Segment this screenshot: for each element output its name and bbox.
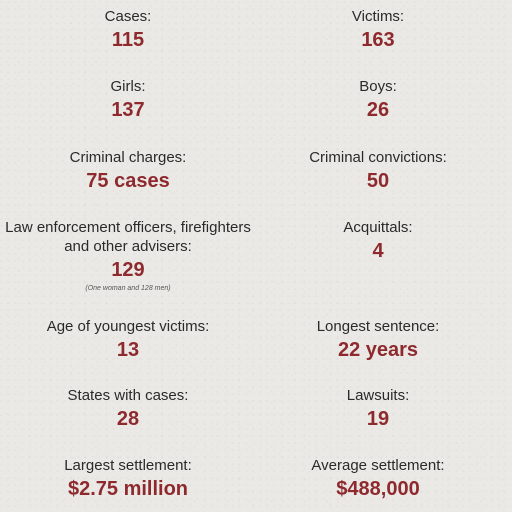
stat-label: Boys: — [359, 78, 397, 95]
stat-value: 28 — [116, 408, 140, 430]
stat-label: States with cases: — [67, 387, 189, 404]
stat-criminal-convictions: Criminal convictions: 50 — [250, 148, 506, 193]
stat-youngest-age: Age of youngest victims: 13 — [0, 317, 256, 362]
stat-boys: Boys: 26 — [250, 77, 506, 122]
stat-label: Victims: — [351, 8, 405, 25]
stat-value: $2.75 million — [67, 478, 189, 500]
stat-value: 137 — [111, 99, 145, 121]
stat-longest-sentence: Longest sentence: 22 years — [250, 317, 506, 362]
stat-acquittals: Acquittals: 4 — [250, 218, 506, 263]
stat-value: 4 — [372, 240, 384, 262]
stat-largest-settlement: Largest settlement: $2.75 million — [0, 456, 256, 501]
stat-value: 13 — [116, 339, 140, 361]
stat-lawsuits: Lawsuits: 19 — [250, 386, 506, 431]
stat-label: Cases: — [104, 8, 152, 25]
stat-label: Lawsuits: — [346, 387, 410, 404]
stat-value: 22 years — [337, 339, 419, 361]
stat-value: 19 — [366, 408, 390, 430]
stat-label: Largest settlement: — [64, 457, 192, 474]
stat-label-line2: and other advisers: — [64, 238, 192, 255]
stat-value: 115 — [111, 29, 145, 51]
stat-label: Average settlement: — [311, 457, 445, 474]
stat-note: (One woman and 128 men) — [85, 285, 171, 292]
stat-criminal-charges: Criminal charges: 75 cases — [0, 148, 256, 193]
stat-label: Law enforcement officers, firefighters — [5, 219, 251, 236]
stat-value: 75 cases — [86, 170, 170, 192]
stat-label: Criminal convictions: — [309, 149, 447, 166]
stat-value: 50 — [366, 170, 390, 192]
stat-label: Girls: — [110, 78, 146, 95]
stat-value: $488,000 — [336, 478, 420, 500]
stat-label: Criminal charges: — [69, 149, 187, 166]
stat-value: 163 — [361, 29, 395, 51]
stat-victims: Victims: 163 — [250, 7, 506, 52]
stat-value: 129 — [111, 259, 145, 281]
stat-value: 26 — [366, 99, 390, 121]
stat-law-enforcement: Law enforcement officers, firefighters a… — [0, 218, 256, 293]
stat-cases: Cases: 115 — [0, 7, 256, 52]
stat-label: Acquittals: — [343, 219, 413, 236]
stat-label: Age of youngest victims: — [46, 318, 210, 335]
stat-label: Longest sentence: — [316, 318, 440, 335]
stat-average-settlement: Average settlement: $488,000 — [250, 456, 506, 501]
stat-girls: Girls: 137 — [0, 77, 256, 122]
stat-states: States with cases: 28 — [0, 386, 256, 431]
